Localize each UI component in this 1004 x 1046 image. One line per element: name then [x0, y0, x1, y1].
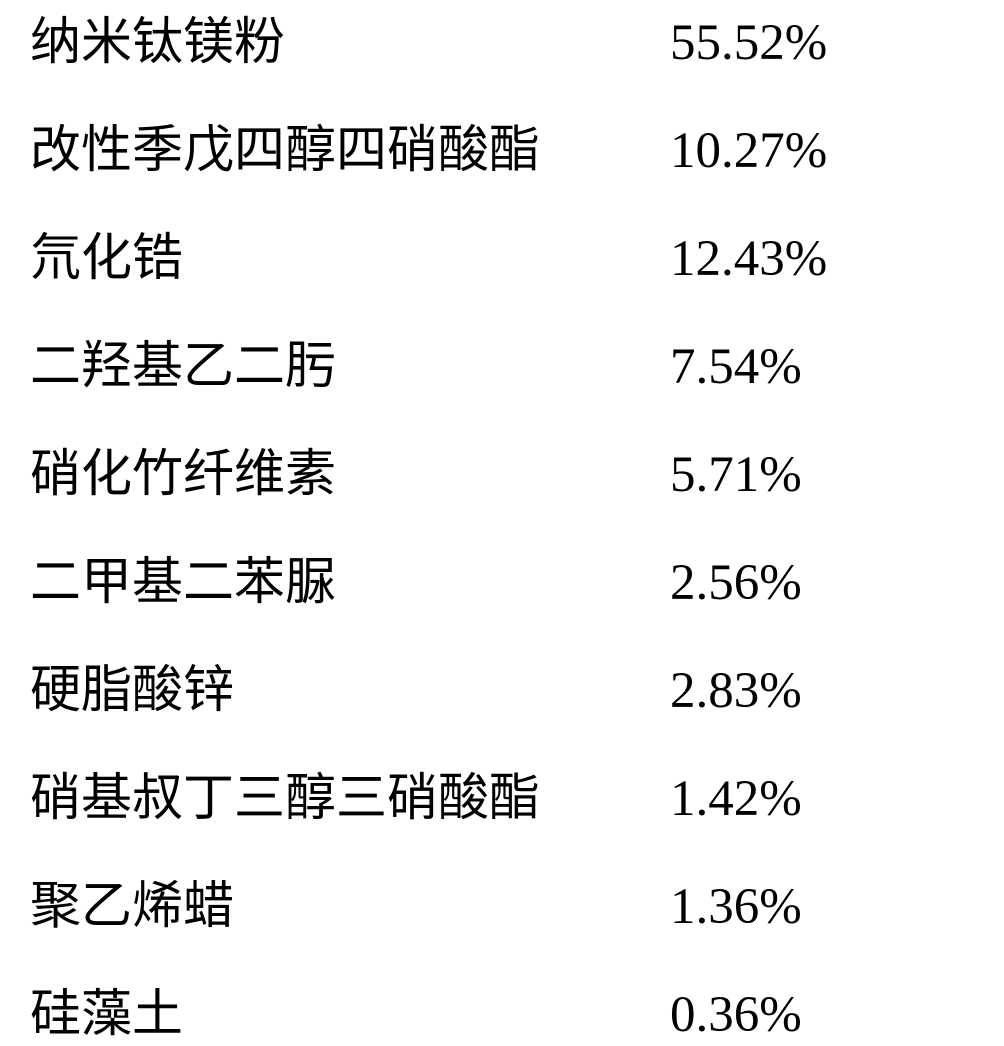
table-row: 改性季戊四醇四硝酸酯 10.27% — [30, 108, 974, 182]
ingredient-name: 二羟基乙二肟 — [30, 324, 670, 398]
ingredient-name: 氘化锆 — [30, 216, 670, 290]
ingredient-percentage: 7.54% — [670, 338, 802, 396]
ingredient-name: 硝化竹纤维素 — [30, 432, 670, 506]
table-row: 二羟基乙二肟 7.54% — [30, 324, 974, 398]
ingredient-name: 硬脂酸锌 — [30, 648, 670, 722]
table-row: 硬脂酸锌 2.83% — [30, 648, 974, 722]
ingredient-percentage: 2.56% — [670, 554, 802, 612]
ingredient-percentage: 0.36% — [670, 986, 802, 1044]
ingredient-percentage: 12.43% — [670, 230, 827, 288]
table-row: 聚乙烯蜡 1.36% — [30, 864, 974, 938]
ingredient-percentage: 2.83% — [670, 662, 802, 720]
table-row: 硅藻土 0.36% — [30, 972, 974, 1046]
table-row: 硝基叔丁三醇三硝酸酯 1.42% — [30, 756, 974, 830]
ingredient-percentage: 1.36% — [670, 878, 802, 936]
ingredient-percentage: 5.71% — [670, 446, 802, 504]
table-row: 二甲基二苯脲 2.56% — [30, 540, 974, 614]
table-row: 氘化锆 12.43% — [30, 216, 974, 290]
table-row: 硝化竹纤维素 5.71% — [30, 432, 974, 506]
ingredient-percentage: 55.52% — [670, 14, 827, 72]
ingredient-name: 纳米钛镁粉 — [30, 0, 670, 74]
ingredient-name: 硅藻土 — [30, 972, 670, 1046]
ingredient-name: 二甲基二苯脲 — [30, 540, 670, 614]
ingredient-name: 改性季戊四醇四硝酸酯 — [30, 108, 670, 182]
ingredient-name: 硝基叔丁三醇三硝酸酯 — [30, 756, 670, 830]
ingredient-name: 聚乙烯蜡 — [30, 864, 670, 938]
ingredient-percentage: 10.27% — [670, 122, 827, 180]
ingredient-percentage: 1.42% — [670, 770, 802, 828]
table-row: 纳米钛镁粉 55.52% — [30, 0, 974, 74]
composition-table: 纳米钛镁粉 55.52% 改性季戊四醇四硝酸酯 10.27% 氘化锆 12.43… — [30, 0, 974, 1046]
